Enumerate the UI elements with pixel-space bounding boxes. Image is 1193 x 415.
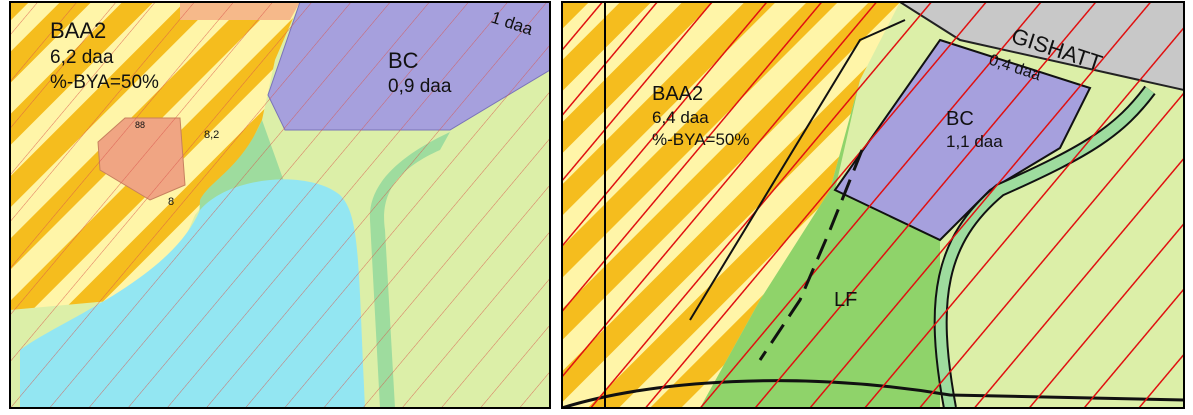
- zone-name: BAA2: [652, 83, 703, 105]
- lf-name: LF: [834, 289, 857, 311]
- bc-area: 1,1 daa: [946, 132, 1003, 151]
- zone-name: BAA2: [50, 18, 106, 43]
- zone-area: 6,4 daa: [652, 108, 709, 127]
- right-frame: [561, 1, 1185, 409]
- building-number: 88: [135, 120, 145, 130]
- zone-coverage: %-BYA=50%: [50, 72, 159, 93]
- left-frame: [9, 1, 551, 409]
- zone-area: 6,2 daa: [50, 47, 114, 68]
- zone-coverage: %-BYA=50%: [652, 130, 749, 149]
- distance-label: 8: [168, 196, 174, 208]
- right-map: [562, 2, 1184, 408]
- left-map: [10, 2, 550, 408]
- bc-name: BC: [388, 48, 419, 73]
- distance-label: 8,2: [204, 129, 219, 141]
- bc-area: 0,9 daa: [388, 76, 452, 97]
- bc-name: BC: [946, 108, 974, 130]
